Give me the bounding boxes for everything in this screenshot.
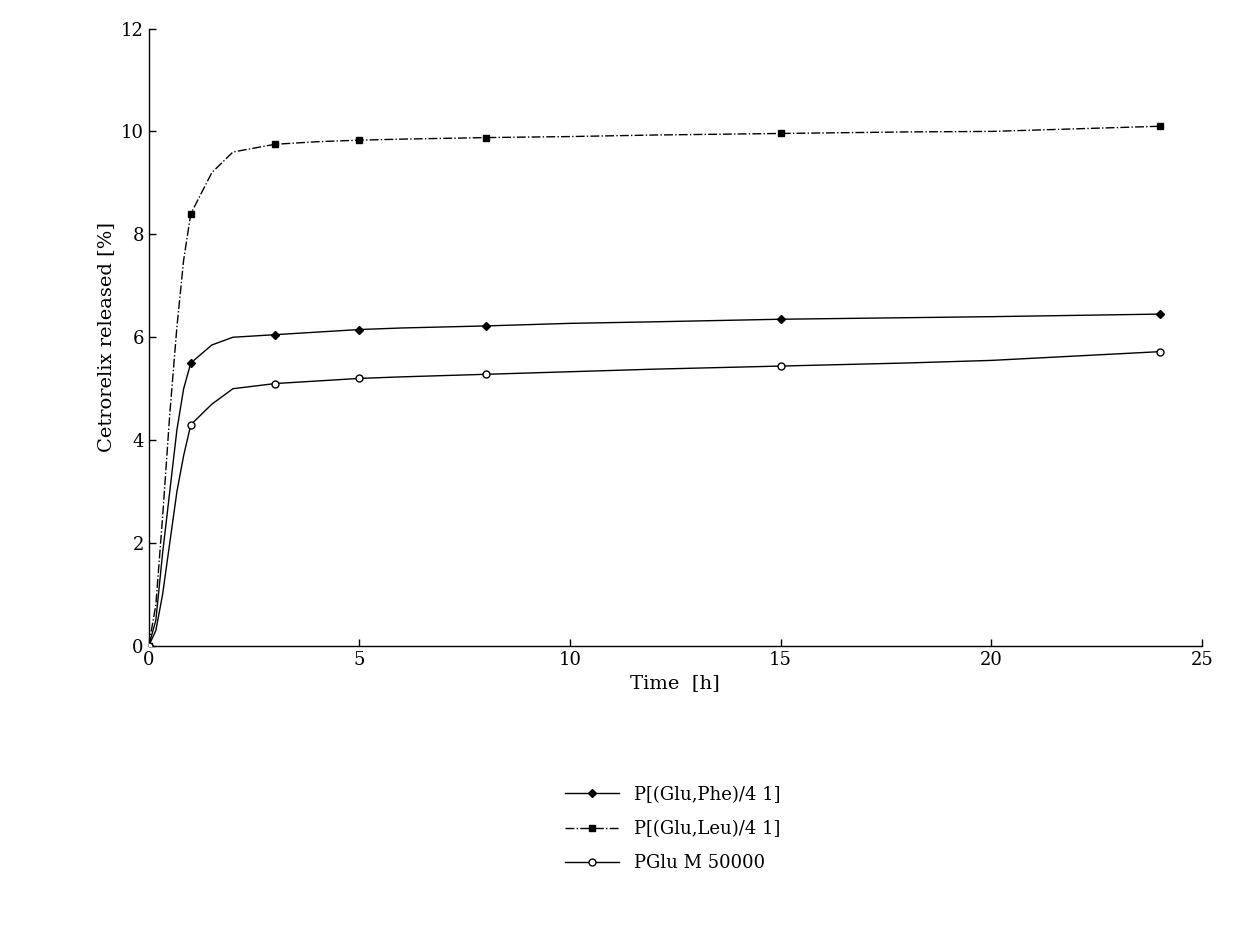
X-axis label: Time  [h]: Time [h] [631,674,720,693]
Y-axis label: Cetrorelix released [%]: Cetrorelix released [%] [98,222,115,452]
Legend: P[(Glu,Phe)/4 1], P[(Glu,Leu)/4 1], PGlu M 50000: P[(Glu,Phe)/4 1], P[(Glu,Leu)/4 1], PGlu… [558,779,788,880]
